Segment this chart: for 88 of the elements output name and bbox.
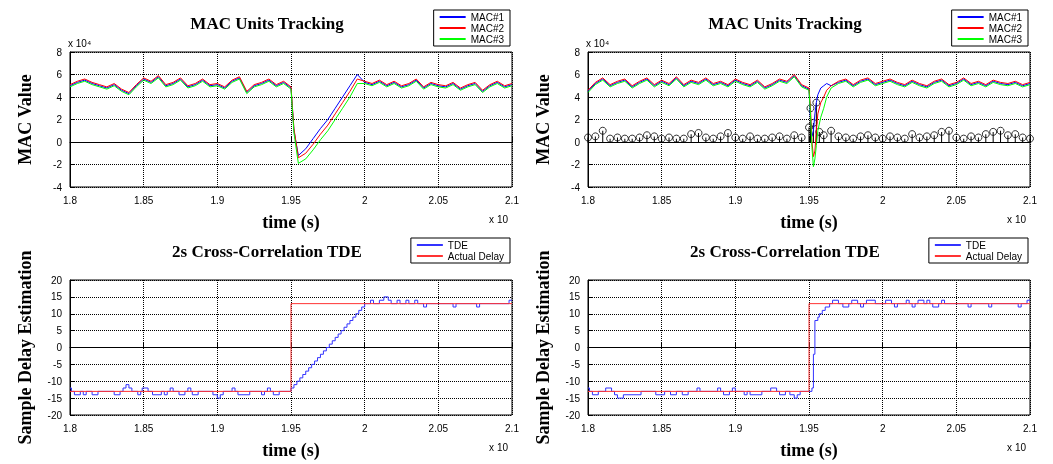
x-tick-label: 2	[879, 194, 886, 206]
legend-label: MAC#1	[988, 11, 1023, 23]
legend-label: MAC#3	[470, 33, 505, 45]
text: x 10	[1007, 441, 1027, 453]
x-tick-label: 1.85	[133, 422, 154, 434]
x-tick-label: 1.9	[210, 422, 225, 434]
y-tick-label: 10	[568, 308, 581, 320]
legend-label: TDE	[965, 239, 987, 251]
y-tick-label: -4	[571, 181, 581, 193]
text: x 10	[1007, 213, 1027, 225]
chart-title: MAC Units Tracking	[190, 14, 345, 33]
y-tick-label: 6	[574, 69, 581, 80]
text: x 10	[489, 441, 509, 453]
y-tick-label: 20	[568, 274, 581, 286]
y-tick-label: -5	[53, 358, 63, 370]
y-tick-label: 8	[56, 46, 63, 58]
x-tick-label: 2.1	[1023, 422, 1038, 434]
x-tick-label: 1.8	[581, 422, 596, 434]
legend-label: MAC#3	[988, 33, 1023, 45]
y-tick-label: -4	[53, 181, 63, 193]
y-tick-label: 4	[56, 91, 63, 103]
y-tick-label: 15	[568, 291, 581, 303]
x-tick-label: 2.05	[428, 194, 449, 206]
y-tick-label: -5	[571, 358, 581, 370]
x-tick-label: 1.8	[63, 422, 78, 434]
y-tick-label: 2	[56, 114, 63, 125]
legend-label: MAC#2	[988, 22, 1023, 34]
y-tick-label: 0	[574, 342, 581, 353]
x-axis-title: time (s)	[780, 440, 838, 461]
legend-label: MAC#2	[470, 22, 505, 34]
x-tick-label: 1.95	[799, 422, 820, 434]
x-axis-title: time (s)	[262, 212, 320, 233]
x-tick-label: 1.8	[581, 194, 596, 206]
x-tick-label: 1.95	[281, 422, 302, 434]
text: x 10⁴	[586, 37, 610, 49]
legend-label: Actual Delay	[447, 250, 504, 262]
y-tick-label: -20	[47, 409, 63, 421]
y-tick-label: 0	[56, 136, 63, 148]
y-tick-label: -15	[565, 392, 581, 404]
x-tick-label: 1.9	[728, 194, 743, 206]
y-axis-title: Sample Delay Estimation	[15, 250, 35, 445]
y-tick-label: -15	[47, 392, 63, 404]
x-tick-label: 2.05	[946, 422, 967, 434]
chart-title: 2s Cross-Correlation TDE	[690, 242, 880, 261]
x-tick-label: 1.85	[651, 422, 672, 434]
x-tick-label: 1.9	[210, 194, 225, 206]
legend-label: MAC#1	[470, 11, 505, 23]
x-tick-label: 2	[361, 194, 368, 206]
y-tick-label: 6	[56, 69, 63, 80]
y-tick-label: 5	[56, 325, 63, 337]
y-axis-title: Sample Delay Estimation	[533, 250, 553, 445]
x-tick-label: 2.1	[1023, 194, 1038, 206]
x-tick-label: 2.1	[505, 422, 520, 434]
x-tick-label: 1.95	[281, 194, 302, 206]
y-tick-label: 0	[56, 342, 63, 353]
legend-label: TDE	[447, 239, 469, 251]
y-tick-label: 2	[574, 114, 581, 125]
y-axis-title: MAC Value	[533, 74, 553, 165]
x-tick-label: 2.1	[505, 194, 520, 206]
x-tick-label: 1.95	[799, 194, 820, 206]
x-tick-label: 2.05	[946, 194, 967, 206]
x-tick-label: 2.05	[428, 422, 449, 434]
y-tick-label: 5	[574, 325, 581, 337]
y-tick-label: -10	[565, 375, 581, 387]
y-tick-label: 0	[574, 136, 581, 148]
y-tick-label: 8	[574, 46, 581, 58]
text: x 10	[489, 213, 509, 225]
x-axis-title: time (s)	[780, 212, 838, 233]
y-tick-label: -10	[47, 375, 63, 387]
text: x 10⁴	[68, 37, 92, 49]
legend-label: Actual Delay	[965, 250, 1022, 262]
y-axis-title: MAC Value	[15, 74, 35, 165]
x-tick-label: 2	[879, 422, 886, 434]
y-tick-label: -2	[571, 159, 581, 170]
x-tick-label: 1.85	[651, 194, 672, 206]
x-tick-label: 1.85	[133, 194, 154, 206]
x-tick-label: 2	[361, 422, 368, 434]
x-tick-label: 1.9	[728, 422, 743, 434]
y-tick-label: -20	[565, 409, 581, 421]
x-tick-label: 1.8	[63, 194, 78, 206]
y-tick-label: 20	[50, 274, 63, 286]
x-axis-title: time (s)	[262, 440, 320, 461]
y-tick-label: 15	[50, 291, 63, 303]
chart-title: 2s Cross-Correlation TDE	[172, 242, 362, 261]
chart-title: MAC Units Tracking	[708, 14, 863, 33]
y-tick-label: -2	[53, 159, 63, 170]
y-tick-label: 10	[50, 308, 63, 320]
y-tick-label: 4	[574, 91, 581, 103]
